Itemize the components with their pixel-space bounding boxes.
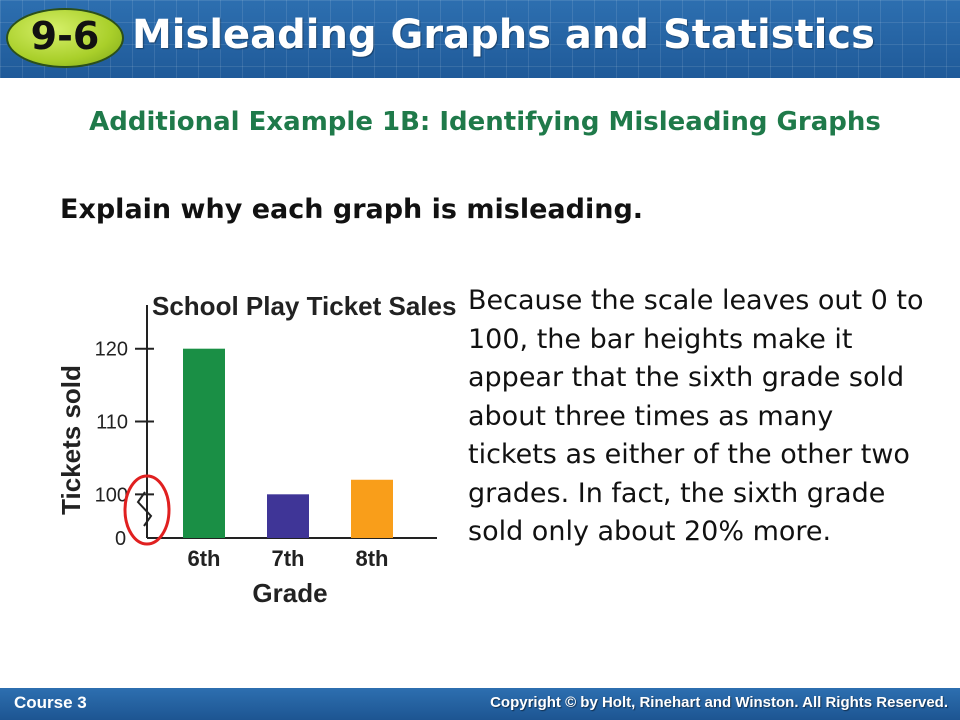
y-axis-label: Tickets sold [56, 365, 86, 515]
footer-bar: Course 3 Copyright © by Holt, Rinehart a… [0, 688, 960, 720]
category-label: 8th [356, 546, 389, 571]
axis-break-highlight [123, 474, 171, 546]
explanation-text: Because the scale leaves out 0 to 100, t… [468, 285, 924, 547]
bar-chart: School Play Ticket Sales Tickets sold Gr… [56, 291, 456, 608]
y-tick-label: 120 [95, 339, 128, 361]
x-axis-label: Grade [252, 578, 327, 608]
course-label: Course 3 [14, 693, 87, 712]
header-grid-pattern [0, 0, 960, 78]
category-label: 6th [188, 546, 221, 571]
example-title: Additional Example 1B: Identifying Misle… [89, 107, 881, 137]
bar-7th [267, 494, 309, 538]
lesson-number: 9-6 [30, 14, 100, 58]
y-tick-label-zero: 0 [115, 528, 126, 550]
bar-6th [183, 348, 225, 538]
y-tick-label: 100 [95, 484, 128, 506]
lesson-title: Misleading Graphs and Statistics [132, 12, 875, 58]
bars [183, 348, 393, 538]
copyright-notice: Copyright © by Holt, Rinehart and Winsto… [490, 694, 948, 711]
category-label: 7th [272, 546, 305, 571]
y-ticks: 100 110 120 [95, 339, 154, 506]
axis-break-zigzag [136, 491, 153, 527]
category-labels: 6th 7th 8th [188, 546, 389, 571]
lesson-badge [6, 8, 124, 68]
bar-8th [351, 479, 393, 538]
chart-title: School Play Ticket Sales [152, 291, 456, 321]
header-banner: 9-6 Misleading Graphs and Statistics [0, 0, 960, 78]
prompt-text: Explain why each graph is misleading. [60, 194, 644, 225]
y-tick-label: 110 [96, 412, 128, 434]
